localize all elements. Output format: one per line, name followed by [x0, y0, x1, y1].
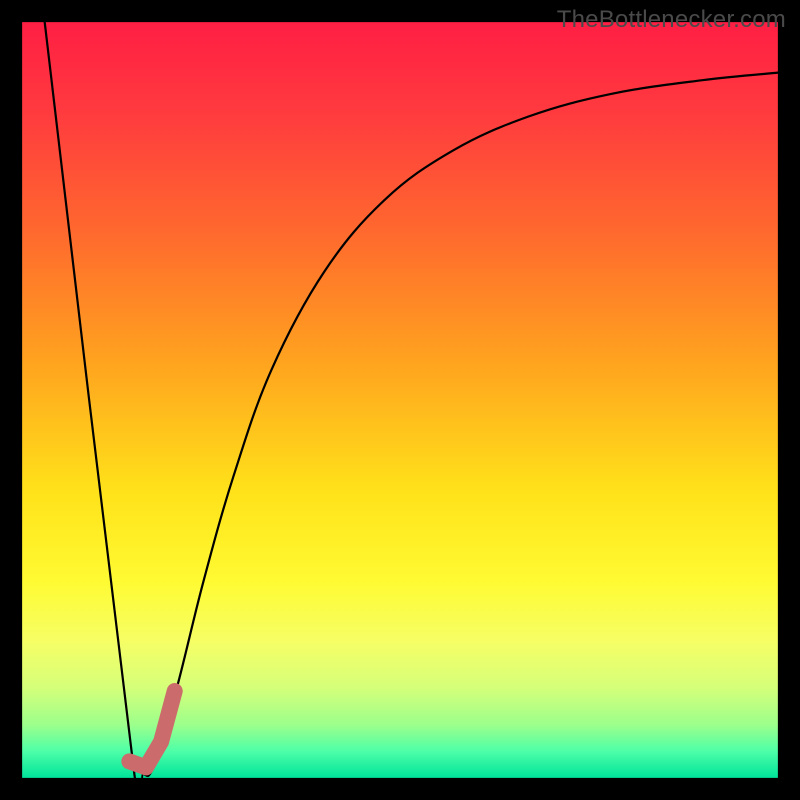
bottleneck-chart: TheBottlenecker.com — [0, 0, 800, 800]
watermark-text: TheBottlenecker.com — [557, 6, 786, 34]
gradient-background — [0, 0, 800, 800]
